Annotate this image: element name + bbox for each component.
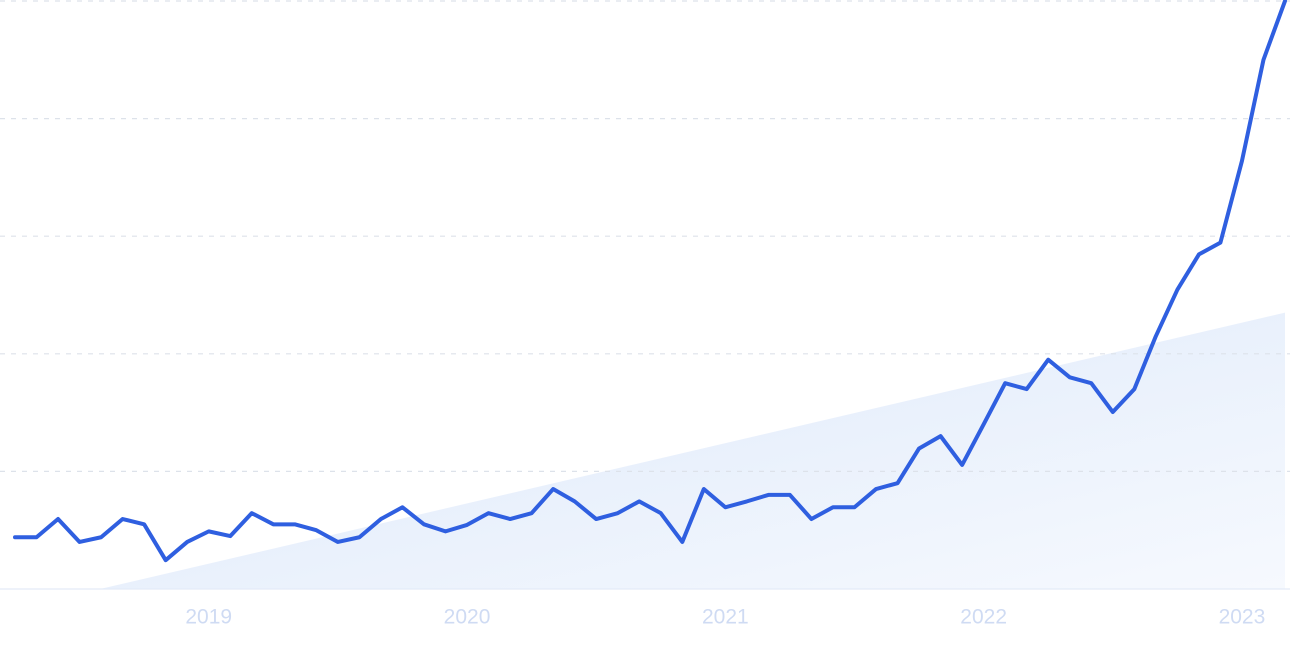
data-line — [13, 0, 1287, 563]
x-tick-label: 2023 — [1219, 606, 1266, 629]
x-tick-label: 2019 — [185, 606, 232, 629]
trend-area — [100, 312, 1286, 589]
x-tick-label: 2022 — [960, 606, 1007, 629]
x-tick-label: 2021 — [702, 606, 749, 629]
x-tick-label: 2020 — [444, 606, 491, 629]
